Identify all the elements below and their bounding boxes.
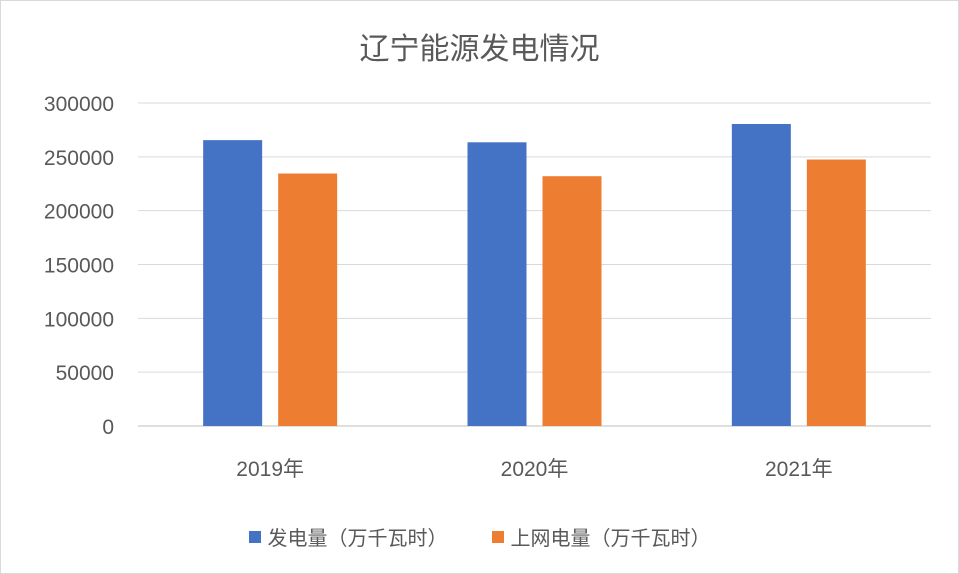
legend-item-grid-supply: 上网电量（万千瓦时） [491,522,711,551]
y-tick-label: 100000 [44,308,114,331]
bar-grid-supply [542,176,602,426]
legend-label-generation: 发电量（万千瓦时） [267,526,448,550]
legend-swatch-grid-supply [491,530,504,543]
legend: 发电量（万千瓦时） 上网电量（万千瓦时） [0,522,959,551]
y-tick-label: 150000 [44,255,114,278]
y-tick-label: 200000 [44,201,114,224]
bar-generation [467,142,527,426]
y-tick-label: 0 [102,416,114,439]
bar-grid-supply [806,159,866,426]
x-tick-label: 2019年 [236,458,304,481]
y-tick-label: 50000 [56,362,114,385]
x-tick-label: 2021年 [765,458,833,481]
legend-label-grid-supply: 上网电量（万千瓦时） [510,526,711,550]
bar-grid-supply [278,173,338,426]
legend-swatch-generation [248,530,261,543]
x-tick-label: 2020年 [501,458,569,481]
legend-item-generation: 发电量（万千瓦时） [248,522,448,551]
bar-generation [203,140,263,426]
bar-generation [731,123,791,427]
chart-title: 辽宁能源发电情况 [359,32,600,67]
y-tick-label: 300000 [44,93,114,116]
y-tick-label: 250000 [44,147,114,170]
